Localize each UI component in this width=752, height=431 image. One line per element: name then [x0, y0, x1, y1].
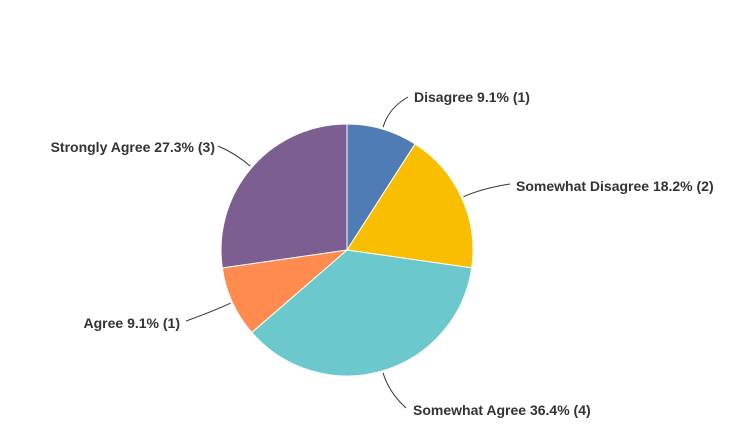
leader-line: [382, 96, 409, 128]
pie-slice-strongly-agree: [220, 123, 348, 269]
leader-line: [463, 183, 511, 198]
slice-label: Disagree 9.1% (1): [414, 89, 530, 105]
slice-label: Somewhat Agree 36.4% (4): [413, 402, 591, 418]
leader-line: [217, 145, 251, 167]
leader-line: [185, 302, 231, 322]
pie-slice-somewhat-disagree: [346, 143, 474, 269]
slice-label: Somewhat Disagree 18.2% (2): [516, 178, 714, 194]
pie-slice-somewhat-agree: [251, 249, 473, 377]
slice-label: Agree 9.1% (1): [84, 315, 180, 331]
slice-label: Strongly Agree 27.3% (3): [51, 139, 215, 155]
leader-line: [382, 372, 407, 409]
